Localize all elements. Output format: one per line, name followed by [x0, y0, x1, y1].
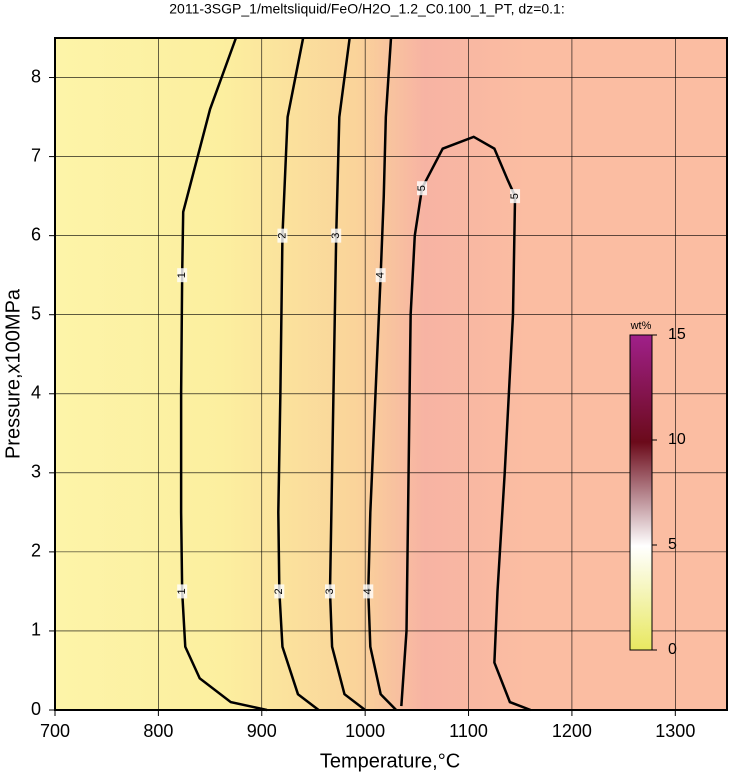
x-tick-label: 800	[143, 721, 173, 741]
colorbar-title: wt%	[630, 320, 652, 332]
y-tick-label: 6	[31, 224, 41, 244]
contour-label: 4	[375, 272, 387, 278]
y-tick-label: 3	[31, 462, 41, 482]
contour-label: 3	[330, 233, 342, 239]
contour-label-bg	[510, 189, 521, 204]
contour-label: 4	[362, 588, 374, 594]
y-tick-label: 2	[31, 541, 41, 561]
contour-line	[179, 37, 268, 712]
background-field	[55, 38, 727, 710]
x-tick-label: 1100	[449, 721, 488, 741]
y-tick-label: 0	[31, 699, 41, 719]
contour-label: 2	[273, 588, 285, 594]
contour-label-bg	[277, 228, 288, 243]
y-axis-label: Pressure,x100MPa	[2, 288, 24, 459]
contour-label: 5	[416, 185, 428, 191]
y-tick-label: 8	[31, 66, 41, 86]
y-tick-label: 4	[31, 383, 41, 403]
colorbar-tick-label: 10	[668, 431, 686, 448]
frame	[54, 37, 728, 711]
contour-label: 1	[176, 272, 188, 278]
colorbar	[629, 334, 653, 651]
contour-line	[367, 37, 398, 711]
chart-title: 2011-3SGP_1/meltsliquid/FeO/H2O_1.2_C0.1…	[169, 1, 564, 17]
x-tick-label: 1300	[655, 721, 695, 741]
contour-line	[277, 37, 320, 711]
contour-line	[328, 37, 366, 711]
x-tick-label: 1200	[552, 721, 592, 741]
x-tick-label: 700	[40, 721, 70, 741]
x-axis-label: Temperature,°C	[320, 750, 460, 772]
contour-label: 5	[509, 193, 521, 199]
x-tick-label: 1000	[345, 721, 385, 741]
contour-label-bg	[331, 228, 342, 243]
contour-label-bg	[177, 268, 188, 283]
y-tick-label: 5	[31, 303, 41, 323]
contour-label-bg	[177, 584, 188, 599]
colorbar-tick-label: 0	[668, 641, 677, 658]
contour-label-bg	[417, 181, 428, 196]
colorbar-tick-label: 5	[668, 536, 677, 553]
contour-label-bg	[274, 584, 285, 599]
contour-label: 1	[176, 588, 188, 594]
colorbar-tick-label: 15	[668, 326, 686, 343]
contour-label: 3	[324, 588, 336, 594]
x-tick-label: 900	[247, 721, 277, 741]
contour-label-bg	[363, 584, 374, 599]
contour-label-bg	[375, 268, 386, 283]
contour-label-bg	[325, 584, 336, 599]
contour-label: 2	[276, 233, 288, 239]
contour-line	[400, 135, 532, 712]
y-tick-label: 7	[31, 145, 41, 165]
y-tick-label: 1	[31, 620, 41, 640]
